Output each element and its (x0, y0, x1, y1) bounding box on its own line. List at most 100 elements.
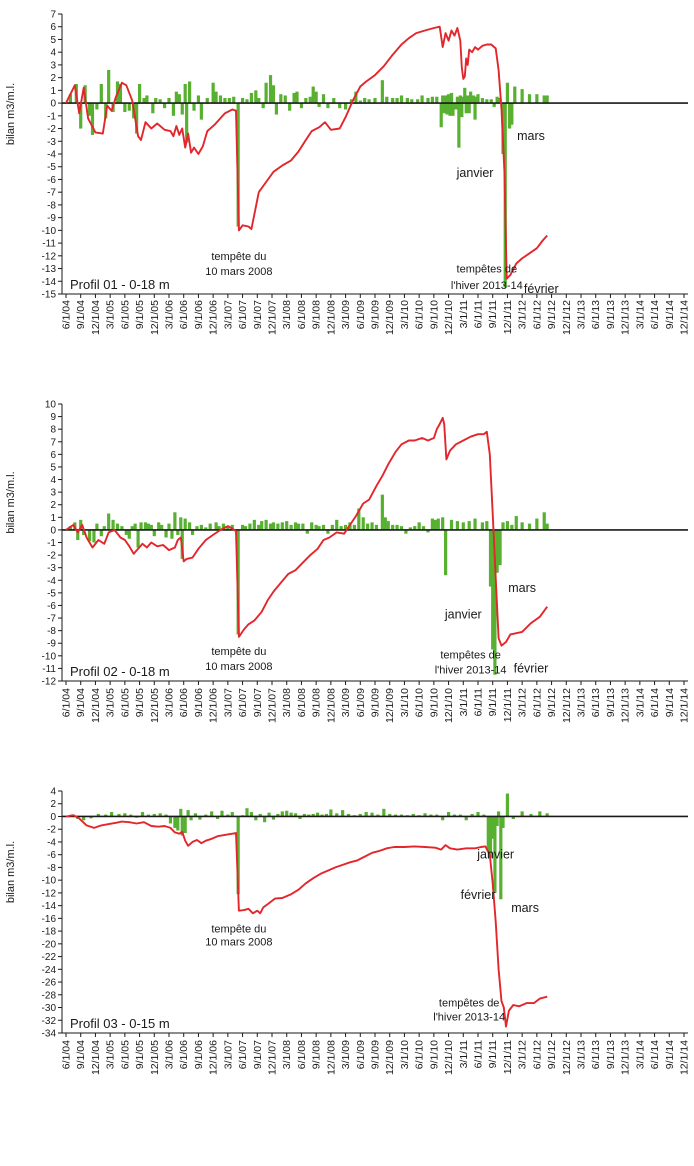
event-bar (260, 521, 264, 530)
x-tick-label: 6/1/06 (178, 1040, 190, 1069)
event-bar (115, 523, 120, 530)
event-bar (217, 526, 221, 530)
annotation: février (514, 661, 549, 675)
x-tick-label: 9/1/05 (134, 688, 146, 717)
y-tick-label: -10 (42, 226, 57, 237)
event-bar (133, 523, 137, 530)
event-bar (352, 524, 356, 530)
event-bar (383, 517, 387, 530)
x-tick-label: 6/1/10 (414, 300, 426, 329)
event-bar (413, 526, 417, 530)
event-bar (174, 91, 178, 104)
profile-label: Profil 01 - 0-18 m (70, 277, 170, 292)
x-tick-label: 9/1/14 (664, 300, 676, 329)
event-bar (332, 98, 336, 104)
event-bar (417, 522, 421, 530)
x-tick-label: 9/1/04 (75, 1040, 87, 1069)
x-tick-label: 6/1/11 (473, 688, 485, 717)
x-tick-label: 12/1/06 (208, 688, 220, 723)
x-tick-label: 12/1/11 (502, 1040, 514, 1074)
y-tick-label: 3 (50, 60, 56, 71)
x-tick-label: 6/1/12 (531, 300, 543, 329)
event-bar (151, 103, 155, 114)
event-bar (473, 103, 477, 120)
event-bar (480, 522, 485, 530)
annotation: tempêtes de (440, 650, 501, 662)
event-bar (188, 81, 192, 104)
event-bar (394, 814, 398, 817)
profile-label: Profil 02 - 0-18 m (70, 664, 170, 679)
y-tick-label: 4 (50, 48, 56, 59)
x-tick-label: 9/1/06 (193, 300, 205, 329)
x-tick-label: 12/1/08 (325, 688, 337, 723)
y-tick-label: 0 (50, 525, 56, 536)
event-bar (491, 816, 495, 839)
y-tick-label: -20 (42, 939, 57, 950)
x-tick-label: 3/1/13 (576, 688, 588, 717)
event-bar (158, 99, 162, 104)
event-bar (157, 522, 161, 530)
x-tick-label: 12/1/06 (208, 300, 220, 335)
event-bar (542, 512, 546, 530)
y-tick-label: 5 (50, 35, 56, 46)
event-bar (129, 814, 133, 817)
event-bar (426, 98, 430, 104)
x-tick-label: 3/1/06 (164, 1040, 176, 1069)
event-bar (139, 522, 143, 530)
event-bar (538, 811, 542, 817)
event-bar (482, 814, 486, 817)
event-bar (421, 526, 426, 530)
event-bar (127, 529, 131, 539)
event-bar (111, 519, 115, 530)
event-bar (218, 95, 223, 104)
event-bar (104, 814, 108, 817)
y-tick-label: 3 (50, 488, 56, 499)
x-tick-label: 6/1/07 (237, 300, 249, 329)
y-tick-label: -4 (47, 150, 56, 161)
event-bar (497, 811, 501, 817)
x-tick-label: 9/1/06 (193, 688, 205, 717)
event-bar (489, 99, 493, 104)
x-tick-label: 9/1/11 (487, 300, 499, 329)
annotation: tempêtes de (439, 997, 500, 1009)
event-bar (308, 96, 312, 104)
event-bar (193, 813, 198, 817)
event-bar (535, 94, 539, 104)
x-tick-label: 6/1/06 (178, 688, 190, 717)
event-bar (491, 529, 495, 650)
event-bar (480, 98, 485, 104)
event-bar (227, 98, 231, 104)
event-bar (245, 99, 249, 104)
x-tick-label: 6/1/05 (119, 300, 131, 329)
event-bar (485, 521, 489, 530)
event-bar (92, 529, 96, 543)
event-bar (386, 521, 390, 530)
event-bar (510, 524, 514, 530)
event-bar (311, 813, 315, 817)
event-bar (326, 529, 330, 534)
y-axis-title: bilan m3/m.l. (5, 841, 17, 903)
x-tick-label: 12/1/14 (679, 688, 691, 723)
event-bar (223, 98, 227, 104)
event-bar (208, 523, 212, 530)
event-bar (380, 494, 384, 530)
event-bar (464, 103, 468, 114)
event-bar (330, 524, 334, 530)
x-tick-label: 3/1/10 (399, 300, 411, 329)
event-bar (271, 85, 276, 104)
x-tick-label: 12/1/14 (679, 1040, 691, 1075)
event-bar (358, 813, 362, 817)
y-tick-label: 7 (50, 437, 56, 448)
y-tick-label: -2 (47, 551, 56, 562)
event-bar (495, 96, 499, 104)
x-tick-label: 9/1/10 (428, 300, 440, 329)
event-bar (292, 92, 296, 104)
x-tick-label: 6/1/09 (355, 688, 367, 717)
x-tick-label: 3/1/07 (222, 688, 234, 717)
event-bar (520, 811, 524, 817)
event-bar (258, 813, 262, 817)
x-tick-label: 3/1/13 (576, 300, 588, 329)
event-bar (164, 529, 168, 538)
x-tick-label: 3/1/07 (222, 1040, 234, 1069)
event-bar (289, 524, 293, 530)
